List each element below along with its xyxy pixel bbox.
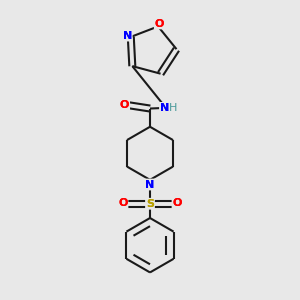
Text: N: N (160, 103, 169, 113)
Text: O: O (172, 198, 182, 208)
Text: O: O (154, 19, 164, 29)
Text: O: O (120, 100, 129, 110)
Text: N: N (123, 31, 132, 41)
Text: H: H (169, 103, 177, 113)
Text: O: O (120, 100, 129, 110)
Text: N: N (146, 179, 154, 190)
Text: O: O (118, 198, 128, 208)
Text: S: S (146, 199, 154, 209)
Text: N: N (160, 103, 169, 113)
Text: S: S (146, 199, 154, 209)
Text: O: O (118, 198, 128, 208)
Text: O: O (154, 19, 164, 29)
Text: N: N (146, 179, 154, 190)
Text: N: N (123, 31, 132, 41)
Text: O: O (172, 198, 182, 208)
